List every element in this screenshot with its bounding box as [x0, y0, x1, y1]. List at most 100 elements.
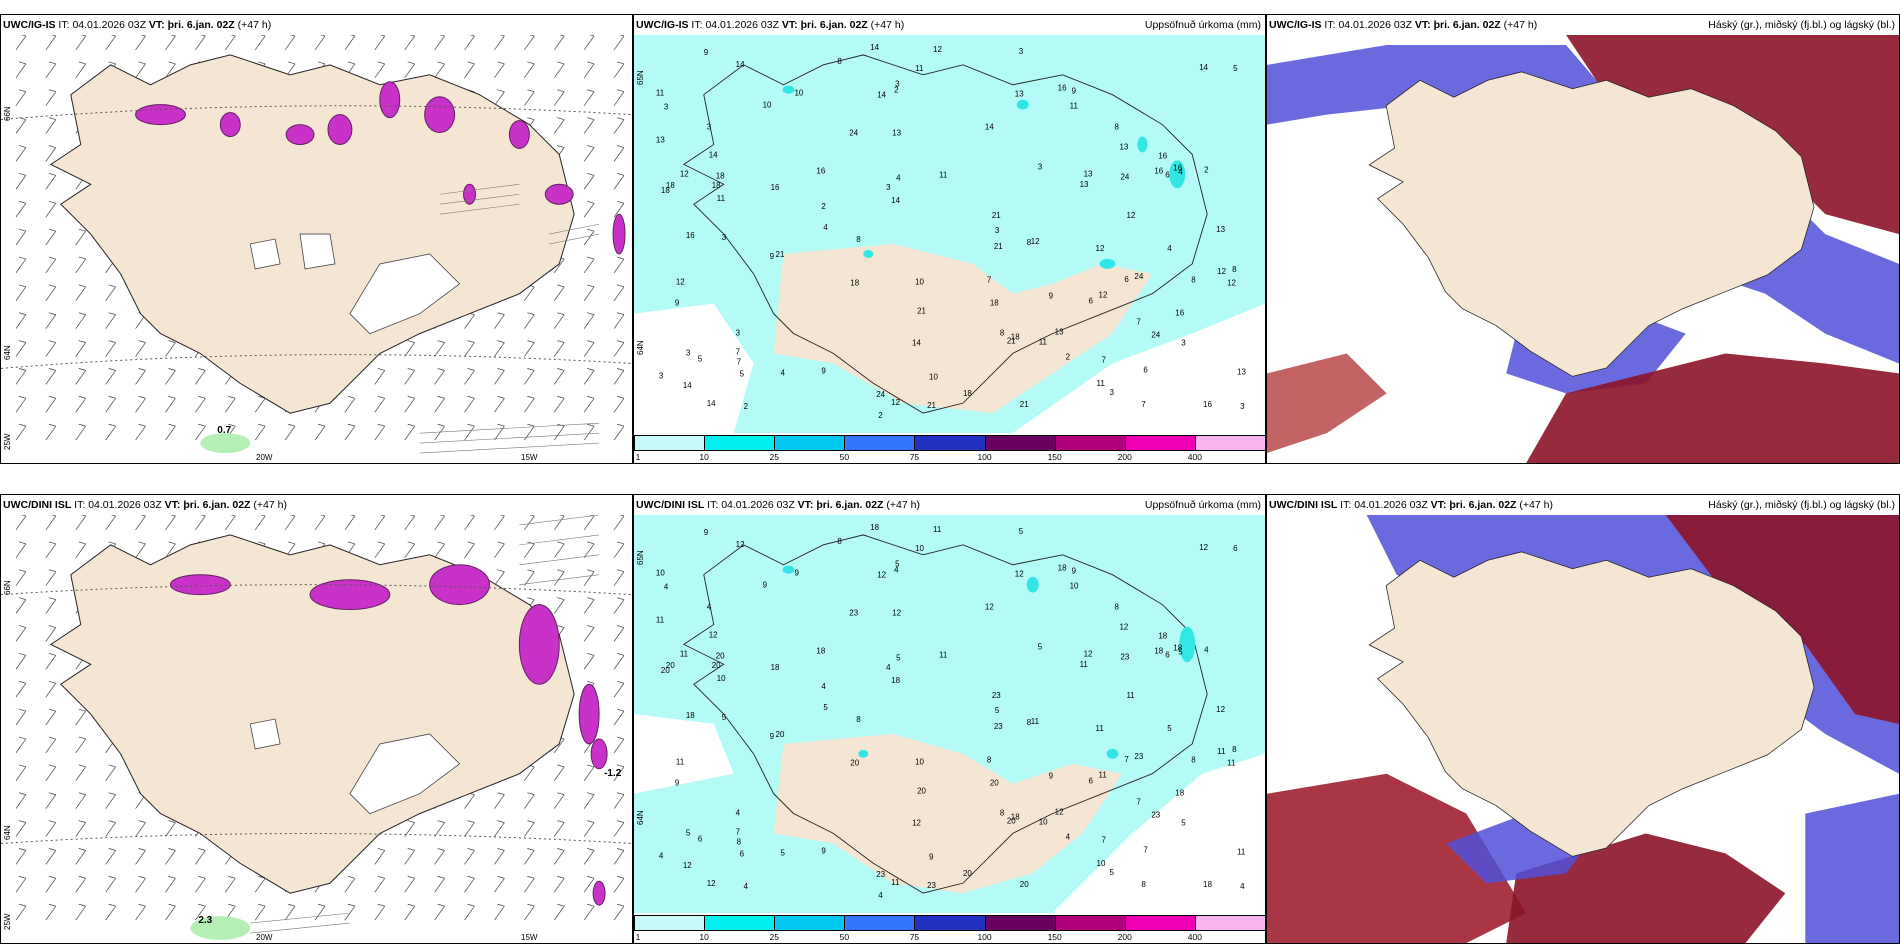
it-label: IT:: [58, 19, 70, 31]
vt-label: VT:: [797, 499, 814, 511]
precip-value: 3: [736, 328, 741, 337]
wind-barb: [583, 228, 595, 246]
lat-label: 66N: [3, 580, 12, 595]
valid-time: þri. 6.jan. 02Z: [800, 19, 868, 31]
precip-accum-map: 13 2 11 12 13 4 8 16 21 2 13 4 24 10 4 8 11 3 10 3 7 12 7 24 21 1…: [634, 35, 1265, 433]
precip-value: 5: [895, 560, 900, 569]
init-time: 04.01.2026 03Z: [88, 499, 162, 511]
wind-barb: [613, 145, 625, 162]
wind-barb: [165, 395, 176, 413]
wind-barb: [404, 903, 416, 921]
wind-barb: [45, 708, 57, 726]
precip-value: 18: [716, 171, 725, 180]
precip-value: 20: [990, 779, 999, 788]
precip-value: 10: [915, 544, 924, 553]
colorbar-segment: [844, 915, 916, 931]
wind-barb: [15, 652, 27, 670]
wind-barb: [105, 848, 116, 865]
wind-barb: [15, 284, 27, 301]
colorbar-segment: [984, 915, 1056, 931]
colorbar-tick-label: 75: [909, 452, 920, 462]
green-precip: [200, 433, 251, 454]
precip-value: 9: [704, 528, 709, 537]
wind-barb: [404, 423, 416, 441]
wind-barb: [374, 395, 386, 413]
colorbar-segment: [634, 915, 706, 931]
colorbar-tick-label: 150: [1047, 932, 1062, 942]
wind-barb: [494, 89, 505, 106]
precip-value: 2: [1066, 352, 1071, 361]
wind-barb: [613, 284, 625, 301]
wind-barb: [165, 541, 176, 559]
precip-value: 18: [963, 389, 972, 398]
wind-barb: [553, 61, 565, 79]
glacier: [249, 238, 281, 270]
precip-value: 16: [1203, 400, 1212, 409]
wind-barb: [524, 35, 535, 51]
wind-barb: [75, 395, 87, 413]
precip-value: 16: [816, 166, 825, 175]
precip-value: 10: [915, 278, 924, 287]
precip-value: 11: [939, 170, 948, 179]
wind-barb: [284, 903, 296, 921]
colorbar-tick-label: 150: [1047, 452, 1062, 462]
wind-barb: [553, 515, 565, 531]
wind-barb: [344, 35, 356, 51]
colorbar-segment: [1054, 915, 1126, 931]
wind-barb: [553, 340, 565, 357]
wind-barb: [583, 284, 595, 301]
precip-value: 6: [698, 834, 703, 843]
wind-barb: [105, 820, 116, 837]
wind-barb: [45, 61, 57, 79]
wind-barb: [583, 340, 595, 357]
precip-value: 11: [891, 878, 900, 887]
precip-value: 18: [666, 181, 675, 190]
wind-barb: [583, 848, 595, 865]
high-cloud: [1267, 773, 1527, 943]
wind-barb: [434, 541, 445, 559]
lead-time: (+47 h): [870, 19, 905, 31]
wind-barb: [583, 423, 595, 441]
wind-barb: [135, 875, 146, 893]
init-time: 04.01.2026 03Z: [72, 19, 146, 31]
wind-barb: [75, 736, 87, 754]
wind-barb: [434, 848, 445, 865]
precip-value: 9: [763, 581, 768, 590]
glacier: [349, 253, 461, 335]
wind-barb: [613, 569, 625, 586]
wind-barb: [434, 903, 445, 921]
wind-barb: [613, 708, 625, 726]
map-title: Háský (gr.), miðský (fj.bl.) og lágský (…: [1708, 19, 1895, 31]
colorbar-tick-label: 400: [1187, 452, 1202, 462]
colorbar-segment: [1054, 435, 1126, 451]
wind-barb: [374, 515, 386, 531]
wind-barb: [165, 848, 176, 865]
wind-barb: [15, 395, 27, 413]
precip-value: 21: [992, 211, 1001, 220]
wind-barb: [105, 903, 116, 921]
lat-label: 25W: [3, 433, 12, 450]
precip-value: 14: [870, 43, 879, 52]
precip-value: 24: [876, 390, 885, 399]
wind-barb: [494, 395, 505, 413]
wind-barb: [613, 423, 625, 441]
coastline: [682, 54, 1208, 414]
wind-barb: [524, 820, 535, 837]
wind-barb: [613, 172, 625, 190]
wind-barb: [524, 61, 535, 79]
precip-value: 14: [877, 91, 886, 100]
wind-barb: [404, 368, 416, 385]
colorbar-tick-label: 200: [1117, 452, 1132, 462]
precip-value: 14: [736, 60, 745, 69]
panel-header: UWC/IG-IS IT: 04.01.2026 03Z VT: þri. 6.…: [636, 17, 1261, 33]
panel-bottom-right: UWC/DINI ISL IT: 04.01.2026 03Z VT: þri.…: [1266, 494, 1900, 944]
precip-value: 20: [850, 759, 859, 768]
precip-value: 3: [895, 80, 900, 89]
precip-value: 8: [1114, 123, 1119, 132]
wind-barb: [494, 515, 505, 531]
wind-barb: [434, 395, 445, 413]
precip-value: 5: [740, 369, 745, 378]
wind-barb: [553, 597, 565, 614]
wind-barb: [254, 875, 266, 893]
precip-value: 3: [886, 183, 891, 192]
